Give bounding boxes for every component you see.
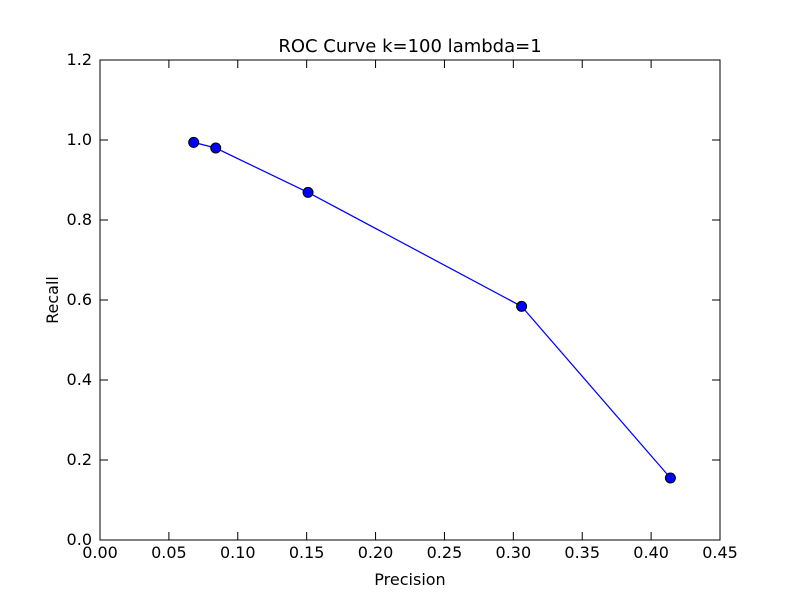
chart-title: ROC Curve k=100 lambda=1	[278, 36, 541, 57]
x-tick-label: 0.00	[82, 543, 118, 562]
x-tick-label: 0.35	[564, 543, 600, 562]
x-tick-label: 0.15	[289, 543, 325, 562]
data-point	[188, 136, 200, 148]
x-tick-label: 0.10	[220, 543, 256, 562]
y-tick-label: 0.2	[67, 450, 92, 469]
data-point	[302, 186, 314, 198]
data-point	[210, 142, 222, 154]
x-tick-label: 0.40	[633, 543, 669, 562]
data-point	[516, 300, 528, 312]
y-tick-label: 0.0	[67, 530, 92, 549]
plot-frame	[99, 59, 721, 541]
x-axis-label: Precision	[374, 570, 445, 589]
y-axis: 0.0 0.2 0.4 0.6 0.8 1.0 1.2	[67, 50, 720, 549]
series-layer	[188, 136, 676, 484]
y-tick-label: 1.2	[67, 50, 92, 69]
plot-area: 0.00 0.05 0.10 0.15 0.20 0.25 0.30 0.35 0.40 0.45…	[67, 50, 738, 562]
y-axis-label: Recall	[43, 276, 62, 324]
x-tick-label: 0.05	[151, 543, 187, 562]
y-tick-label: 0.8	[67, 210, 92, 229]
y-tick-label: 0.6	[67, 290, 92, 309]
data-point	[664, 472, 676, 484]
x-tick-label: 0.20	[358, 543, 394, 562]
y-tick-label: 1.0	[67, 130, 92, 149]
x-tick-label: 0.25	[427, 543, 463, 562]
x-tick-label: 0.45	[702, 543, 738, 562]
series-line	[193, 141, 671, 479]
y-tick-label: 0.4	[67, 370, 92, 389]
x-tick-label: 0.30	[496, 543, 532, 562]
x-axis: 0.00 0.05 0.10 0.15 0.20 0.25 0.30 0.35 0.40 0.45	[82, 60, 738, 562]
